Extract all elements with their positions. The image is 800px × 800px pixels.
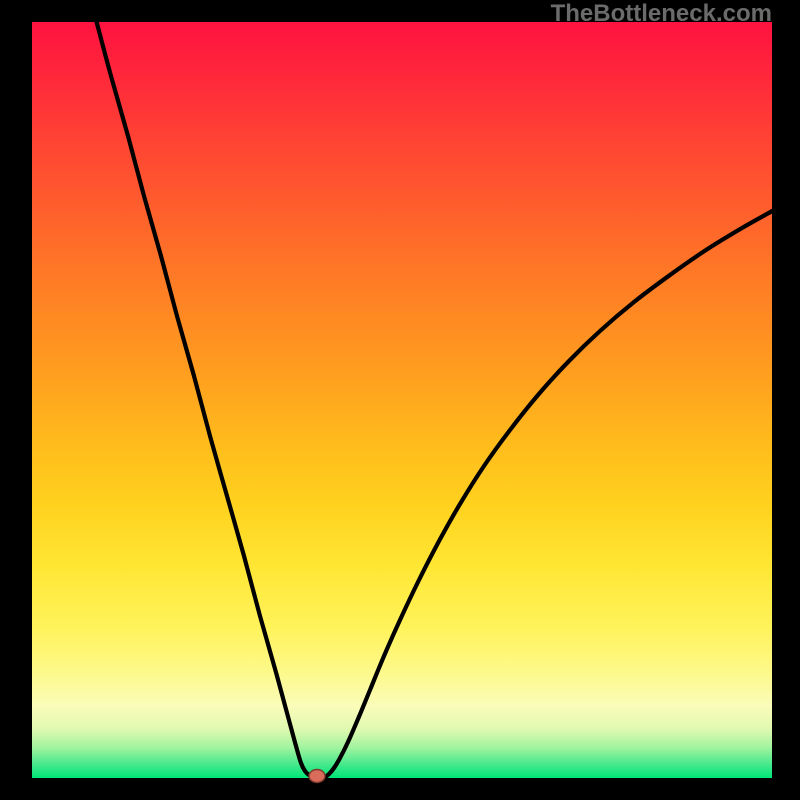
- watermark-text: TheBottleneck.com: [551, 0, 772, 28]
- optimal-point-marker: [309, 770, 325, 783]
- bottleneck-curve-layer: [32, 22, 772, 778]
- plot-area: [32, 22, 772, 778]
- bottleneck-curve: [95, 16, 800, 778]
